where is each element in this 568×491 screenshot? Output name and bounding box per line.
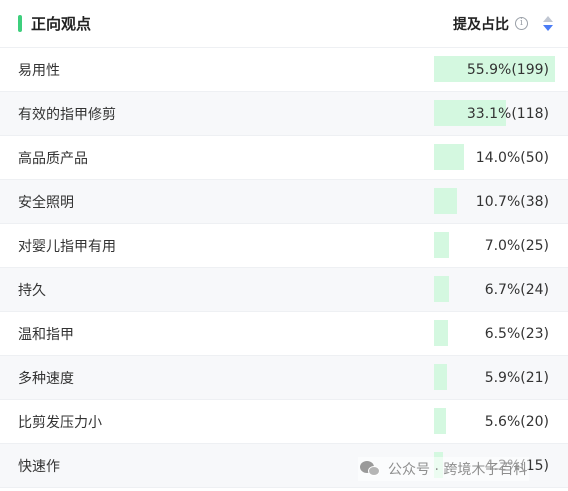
row-value: 55.9%(199) <box>466 61 549 78</box>
share-bar-track <box>434 320 555 346</box>
table-header: 正向观点 提及占比 i <box>0 0 568 48</box>
row-label: 对婴儿指甲有用 <box>18 238 116 255</box>
share-bar-track <box>434 56 555 82</box>
table-row[interactable]: 温和指甲 6.5%(23) <box>0 312 568 356</box>
share-bar-track <box>434 276 555 302</box>
page-title: 正向观点 <box>31 15 92 33</box>
share-bar-track <box>434 188 555 214</box>
row-label: 多种速度 <box>18 370 74 387</box>
share-bar <box>434 364 447 390</box>
share-bar-track <box>434 408 555 434</box>
column-header[interactable]: 提及占比 i <box>453 14 554 34</box>
row-label: 快速作 <box>18 458 60 475</box>
row-label: 有效的指甲修剪 <box>18 106 116 123</box>
share-bar-track <box>434 144 555 170</box>
sort-descending-icon[interactable] <box>543 24 553 31</box>
row-label: 高品质产品 <box>18 150 88 167</box>
row-label: 持久 <box>18 282 46 299</box>
share-bar <box>434 188 458 214</box>
sort-icon[interactable] <box>542 15 554 33</box>
table-row[interactable]: 多种速度 5.9%(21) <box>0 356 568 400</box>
wechat-icon <box>360 460 382 478</box>
share-bar <box>434 232 450 258</box>
share-bar <box>434 100 506 126</box>
row-value: 6.5%(23) <box>484 325 549 342</box>
share-bar <box>434 276 449 302</box>
row-value: 10.7%(38) <box>475 193 549 210</box>
table-row[interactable]: 持久 6.7%(24) <box>0 268 568 312</box>
row-value: 5.9%(21) <box>484 369 549 386</box>
watermark-text: 公众号 · 跨境木子百科 <box>388 462 528 478</box>
watermark: 公众号 · 跨境木子百科 <box>358 457 530 481</box>
row-label: 易用性 <box>18 62 60 79</box>
row-value: 5.6%(20) <box>484 413 549 430</box>
share-bar <box>434 408 447 434</box>
share-bar <box>434 144 465 170</box>
header-title-group: 正向观点 <box>18 13 91 34</box>
row-value: 7.0%(25) <box>484 237 549 254</box>
row-label: 比剪发压力小 <box>18 414 102 431</box>
table-row[interactable]: 高品质产品 14.0%(50) <box>0 136 568 180</box>
row-value: 33.1%(118) <box>466 105 549 122</box>
table-row[interactable]: 安全照明 10.7%(38) <box>0 180 568 224</box>
table-row[interactable]: 有效的指甲修剪 33.1%(118) <box>0 92 568 136</box>
info-circle-icon[interactable]: i <box>515 17 528 30</box>
table-row[interactable]: 易用性 55.9%(199) <box>0 48 568 92</box>
table-row[interactable]: 对婴儿指甲有用 7.0%(25) <box>0 224 568 268</box>
row-value: 6.7%(24) <box>484 281 549 298</box>
share-bar-track <box>434 100 555 126</box>
share-bar-track <box>434 364 555 390</box>
row-label: 温和指甲 <box>18 326 74 343</box>
table-row[interactable]: 比剪发压力小 5.6%(20) <box>0 400 568 444</box>
share-bar <box>434 320 449 346</box>
share-bar-track <box>434 232 555 258</box>
accent-bar <box>18 15 22 32</box>
sort-ascending-icon[interactable] <box>543 15 553 22</box>
row-value: 14.0%(50) <box>475 149 549 166</box>
opinion-list: 易用性 55.9%(199) 有效的指甲修剪 33.1%(118) 高品质产品 14.0%… <box>0 48 568 488</box>
column-label: 提及占比 <box>453 16 509 33</box>
row-label: 安全照明 <box>18 194 74 211</box>
share-bar <box>434 56 555 82</box>
